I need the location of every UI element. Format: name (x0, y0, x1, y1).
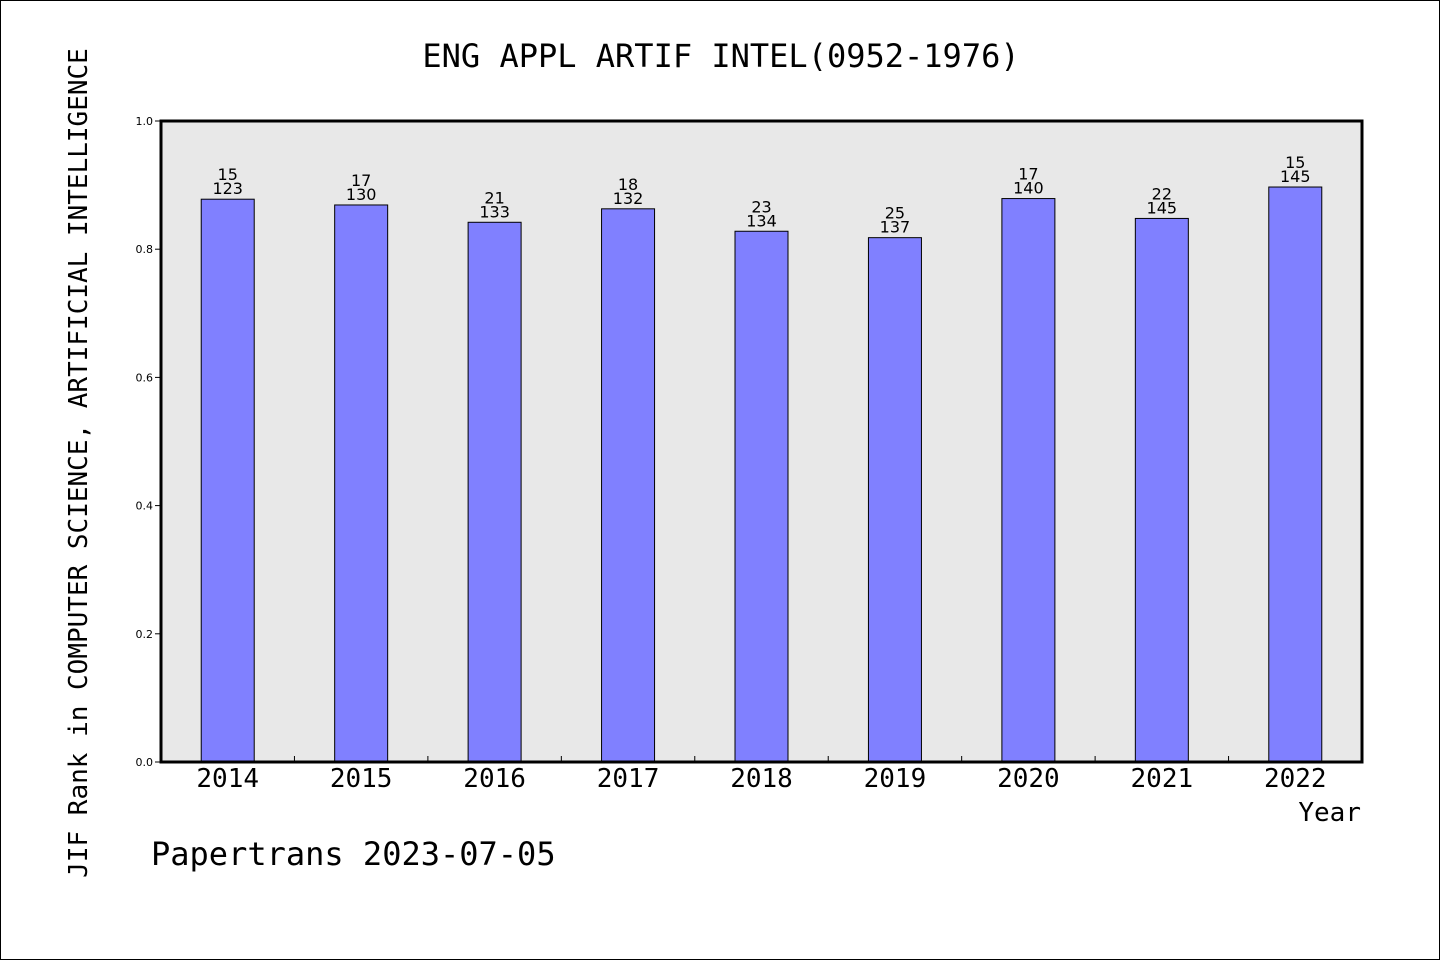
y-tick-label-1.0: 1.0 (136, 115, 154, 128)
bar-2022 (1268, 186, 1323, 763)
rank-label-2018: 23 (751, 197, 771, 216)
rank-label-2015: 17 (351, 171, 371, 190)
y-tick-label-0.0: 0.0 (136, 756, 154, 769)
bar-2017 (601, 208, 656, 763)
y-axis: 0.0 0.2 0.4 0.6 0.8 1.0 (136, 115, 161, 769)
total-label-2015: 130 (346, 185, 377, 204)
rank-label-2022: 15 (1285, 153, 1305, 172)
chart-title: ENG APPL ARTIF INTEL(0952-1976) (422, 37, 1019, 75)
x-tick-label-2022: 2022 (1264, 764, 1327, 794)
bar-2016 (467, 221, 522, 763)
x-tick-label-2016: 2016 (463, 764, 526, 794)
total-label-2022: 145 (1280, 167, 1311, 186)
total-label-2020: 140 (1013, 179, 1044, 198)
x-tick-label-2020: 2020 (997, 764, 1060, 794)
bar-2014 (200, 198, 255, 763)
x-tick-label-2018: 2018 (730, 764, 793, 794)
x-tick-label-2021: 2021 (1131, 764, 1194, 794)
total-label-2017: 132 (613, 189, 644, 208)
bar-2018 (734, 230, 789, 763)
plot-border (159, 119, 1364, 764)
rank-label-2014: 15 (218, 165, 238, 184)
x-tick-label-2017: 2017 (597, 764, 660, 794)
bar-2020 (1001, 198, 1056, 763)
bar-2015 (334, 204, 389, 763)
rank-label-2021: 22 (1152, 184, 1172, 203)
total-label-2016: 133 (479, 202, 510, 221)
total-label-2014: 123 (212, 179, 243, 198)
rank-label-2020: 17 (1018, 165, 1038, 184)
rank-label-2019: 25 (885, 204, 905, 223)
rank-label-2016: 21 (484, 188, 504, 207)
source-footer: Papertrans 2023-07-05 (151, 835, 556, 873)
total-label-2018: 134 (746, 211, 777, 230)
total-label-2021: 145 (1147, 198, 1178, 217)
bars-layer (200, 186, 1323, 763)
x-tick-label-2015: 2015 (330, 764, 393, 794)
x-tick-label-2019: 2019 (864, 764, 927, 794)
y-axis-label: JIF Rank in COMPUTER SCIENCE, ARTIFICIAL… (64, 48, 94, 878)
x-tick-label-2014: 2014 (196, 764, 259, 794)
total-label-2019: 137 (880, 218, 911, 237)
y-tick-label-0.2: 0.2 (136, 628, 154, 641)
bar-2021 (1134, 217, 1189, 763)
y-tick-label-0.8: 0.8 (136, 243, 154, 256)
rank-label-2017: 18 (618, 175, 638, 194)
y-tick-label-0.6: 0.6 (136, 371, 154, 384)
y-tick-label-0.4: 0.4 (136, 500, 154, 513)
bar-2019 (867, 237, 922, 763)
x-axis: 2014 2015 2016 2017 2018 2019 2020 2021 2022 (196, 756, 1327, 794)
x-axis-label: Year (1298, 798, 1361, 828)
